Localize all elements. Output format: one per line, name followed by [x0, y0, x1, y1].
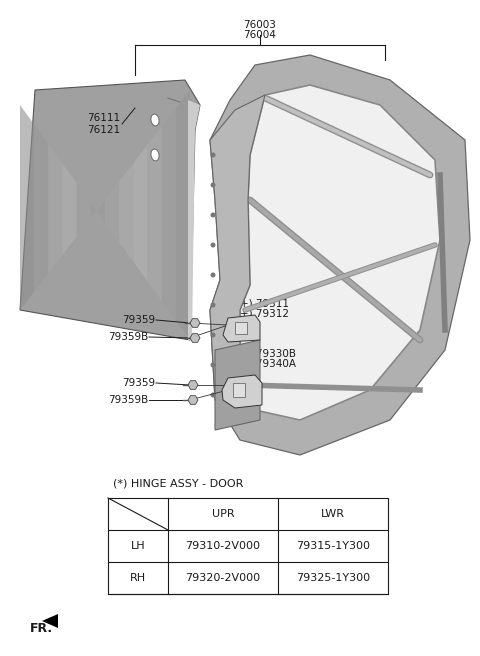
- Text: RH: RH: [130, 573, 146, 583]
- Polygon shape: [162, 108, 176, 320]
- Polygon shape: [62, 164, 77, 255]
- Text: LWR: LWR: [321, 509, 345, 519]
- Circle shape: [211, 302, 216, 308]
- Text: 76003: 76003: [243, 20, 276, 30]
- Polygon shape: [20, 80, 200, 340]
- Polygon shape: [48, 144, 62, 274]
- Polygon shape: [222, 375, 262, 408]
- Text: 76121: 76121: [87, 125, 120, 135]
- Polygon shape: [188, 100, 200, 340]
- Text: FR.: FR.: [30, 622, 53, 635]
- Text: 79325-1Y300: 79325-1Y300: [296, 573, 370, 583]
- Polygon shape: [190, 334, 200, 342]
- Circle shape: [211, 363, 216, 367]
- Text: UPR: UPR: [212, 509, 234, 519]
- Text: (+) 79311: (+) 79311: [236, 298, 289, 308]
- Ellipse shape: [151, 114, 159, 126]
- Polygon shape: [210, 95, 265, 400]
- Circle shape: [211, 333, 216, 337]
- Text: (+) 79330B: (+) 79330B: [236, 348, 296, 358]
- Polygon shape: [133, 145, 147, 281]
- Polygon shape: [91, 200, 105, 222]
- Polygon shape: [240, 85, 440, 420]
- Text: 79359: 79359: [122, 378, 155, 388]
- Polygon shape: [119, 163, 133, 262]
- Polygon shape: [223, 315, 260, 342]
- Circle shape: [211, 272, 216, 277]
- Text: 76111: 76111: [87, 113, 120, 123]
- Polygon shape: [147, 127, 162, 301]
- Circle shape: [211, 392, 216, 398]
- Text: (+) 79340A: (+) 79340A: [236, 358, 296, 368]
- Text: (+) 79312: (+) 79312: [236, 308, 289, 318]
- Text: 79315-1Y300: 79315-1Y300: [296, 541, 370, 551]
- Polygon shape: [188, 380, 198, 389]
- Text: 79359B: 79359B: [108, 332, 148, 342]
- Circle shape: [211, 152, 216, 157]
- Polygon shape: [176, 90, 190, 340]
- Text: (*) HINGE ASSY - DOOR: (*) HINGE ASSY - DOOR: [113, 478, 243, 488]
- Polygon shape: [215, 340, 260, 430]
- Text: LH: LH: [131, 541, 145, 551]
- Ellipse shape: [151, 149, 159, 161]
- Bar: [233, 383, 245, 397]
- Polygon shape: [20, 105, 34, 310]
- Polygon shape: [34, 125, 48, 292]
- Polygon shape: [42, 614, 58, 628]
- Text: 76004: 76004: [243, 30, 276, 40]
- Text: 79320-2V000: 79320-2V000: [185, 573, 261, 583]
- Circle shape: [211, 243, 216, 247]
- Circle shape: [211, 182, 216, 188]
- Polygon shape: [105, 182, 119, 242]
- Text: 79310-2V000: 79310-2V000: [185, 541, 261, 551]
- Polygon shape: [77, 183, 91, 237]
- Text: 79359: 79359: [122, 315, 155, 325]
- Bar: [235, 322, 247, 334]
- Text: 79359B: 79359B: [108, 395, 148, 405]
- Circle shape: [211, 213, 216, 218]
- Polygon shape: [210, 55, 470, 455]
- Polygon shape: [188, 396, 198, 404]
- Bar: [108, 498, 388, 594]
- Polygon shape: [190, 319, 200, 327]
